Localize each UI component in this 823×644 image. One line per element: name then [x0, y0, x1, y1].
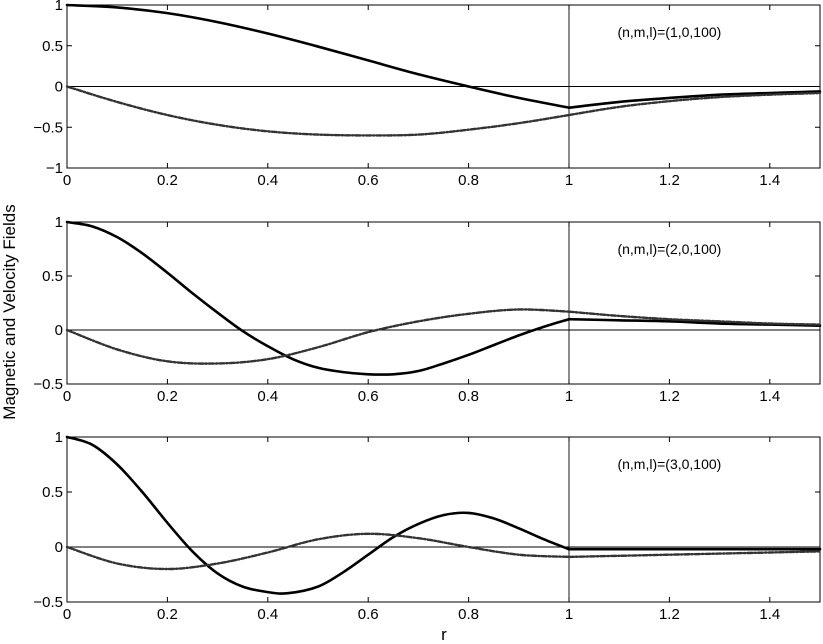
- x-tick-label: 1.2: [659, 606, 680, 623]
- series-dashdot-inner: [65, 532, 571, 571]
- panel-3: 0 0.2 0.4 0.6 0.8 1 1.2 1.4−0.500.51(n,m,l)=(3,…: [33, 429, 822, 623]
- panel-1: 0 0.2 0.4 0.6 0.8 1 1.2 1.4 −1 −0.5 0 0.5 1 (n,m,l)=(…: [33, 0, 822, 189]
- series-dashdot-outer: [567, 310, 822, 326]
- x-tick-label: 0.6: [358, 388, 379, 405]
- series-solid-inner: [65, 220, 571, 376]
- mode-annotation: (n,m,l)=(2,0,100): [617, 241, 721, 257]
- series-solid-outer: [567, 317, 822, 327]
- x-tick-label: 1.2: [659, 172, 680, 189]
- x-tick-label: 0.2: [157, 172, 178, 189]
- y-tick-label: 1: [55, 429, 63, 446]
- series-dashdot-outer: [567, 550, 822, 559]
- x-tick-label: 1.4: [759, 172, 780, 189]
- mode-annotation: (n,m,l)=(1,0,100): [617, 24, 721, 40]
- panel-2: 0 0.2 0.4 0.6 0.8 1 1.2 1.4−0.500.51(n,m,l)=(2,…: [33, 214, 822, 405]
- panels: 0 0.2 0.4 0.6 0.8 1 1.2 1.4−1−0.500.51(n,m,l)=(…: [33, 0, 822, 623]
- x-tick-label: 0.6: [358, 606, 379, 623]
- y-tick-label: 0.5: [42, 38, 63, 55]
- y-axis-label: Magnetic and Velocity Fields: [0, 204, 19, 419]
- series-solid-inner: [65, 3, 571, 109]
- y-tick-label: −0.5: [33, 376, 63, 393]
- x-tick-label: 0: [63, 606, 71, 623]
- series-solid-inner: [65, 435, 571, 595]
- x-tick-label: 1.4: [759, 388, 780, 405]
- y-tick-label: 0.5: [42, 268, 63, 285]
- plot-frame: [66, 436, 821, 603]
- x-tick-label: 1: [565, 606, 573, 623]
- y-tick-label: 0: [55, 79, 63, 96]
- series-solid-outer: [567, 90, 822, 109]
- x-axis-label: r: [441, 625, 447, 644]
- series-dashdot-inner: [65, 85, 571, 137]
- x-tick-label: 0.8: [458, 172, 479, 189]
- x-tick-label: 0.4: [257, 606, 278, 623]
- y-tick-label: 1: [55, 0, 63, 14]
- series-dashdot-outer: [567, 91, 822, 117]
- x-tick-label: 0: [63, 172, 71, 189]
- y-tick-label: 0: [55, 322, 63, 339]
- x-tick-label: 0: [63, 388, 71, 405]
- x-tick-label: 0.8: [458, 606, 479, 623]
- x-tick-label: 0.4: [257, 172, 278, 189]
- x-tick-label: 0.2: [157, 606, 178, 623]
- y-tick-label: 0.5: [42, 484, 63, 501]
- x-tick-label: 1: [565, 172, 573, 189]
- y-tick-label: 0: [55, 539, 63, 556]
- x-tick-label: 1: [565, 388, 573, 405]
- series-dashdot-inner: [65, 308, 571, 365]
- y-tick-label: −0.5: [33, 594, 63, 611]
- x-tick-label: 1.2: [659, 388, 680, 405]
- y-tick-label: −0.5: [33, 119, 63, 136]
- plot-frame: [66, 221, 821, 385]
- x-tick-label: 0.4: [257, 388, 278, 405]
- y-tick-label: −1: [46, 160, 63, 177]
- x-tick-label: 1.4: [759, 606, 780, 623]
- mode-annotation: (n,m,l)=(3,0,100): [617, 456, 721, 472]
- y-tick-label: 1: [55, 214, 63, 231]
- x-tick-label: 0.8: [458, 388, 479, 405]
- x-tick-label: 0.2: [157, 388, 178, 405]
- x-tick-label: 0.6: [358, 172, 379, 189]
